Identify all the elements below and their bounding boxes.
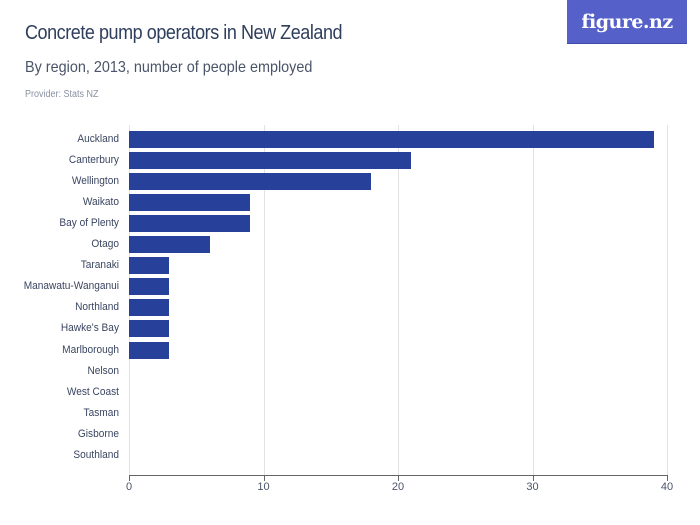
category-label: Taranaki	[80, 259, 119, 272]
axis-tick-label: 40	[660, 481, 674, 493]
x-axis-line	[129, 475, 668, 476]
category-label: Marlborough	[62, 343, 119, 356]
category-label: Bay of Plenty	[59, 217, 119, 230]
bar[interactable]	[129, 173, 372, 191]
gridline	[667, 125, 668, 475]
axis-tick-label: 30	[526, 481, 539, 493]
bar[interactable]	[129, 194, 251, 212]
bar[interactable]	[129, 236, 210, 254]
category-label: Southland	[73, 448, 119, 461]
bar[interactable]	[129, 152, 412, 170]
category-label: Tasman	[83, 406, 119, 419]
bar[interactable]	[129, 215, 251, 233]
axis-tick-label: 0	[125, 481, 133, 493]
category-label: Manawatu-Wanganui	[23, 280, 120, 293]
bar[interactable]	[129, 131, 654, 148]
category-label: Gisborne	[77, 427, 119, 440]
axis-tick	[398, 475, 399, 481]
bar[interactable]	[129, 257, 170, 275]
category-label: Canterbury	[68, 154, 119, 167]
category-label: Northland	[75, 301, 119, 314]
category-label: Hawke's Bay	[60, 322, 119, 335]
bar[interactable]	[129, 278, 170, 296]
bar[interactable]	[129, 299, 170, 317]
bar[interactable]	[129, 320, 170, 338]
category-label: Waikato	[82, 196, 119, 209]
category-label: Wellington	[71, 175, 119, 188]
gridline	[263, 125, 265, 475]
category-label: Nelson	[87, 364, 119, 377]
axis-tick	[532, 475, 534, 481]
gridline	[398, 125, 399, 475]
axis-tick-label: 20	[391, 481, 405, 493]
category-label: Otago	[91, 238, 119, 251]
chart-subtitle: By region, 2013, number of people employ…	[25, 59, 313, 76]
axis-tick	[129, 475, 130, 481]
gridline	[532, 125, 534, 475]
logo-text: figure.nz	[581, 10, 673, 33]
axis-tick	[667, 475, 668, 481]
axis-tick	[263, 475, 265, 481]
provider-note: Provider: Stats NZ	[25, 89, 99, 100]
chart-title: Concrete pump operators in New Zealand	[25, 22, 343, 44]
category-label: Auckland	[77, 133, 119, 145]
figure-nz-logo[interactable]: figure.nz	[567, 0, 687, 44]
axis-tick-label: 10	[257, 481, 270, 493]
bar[interactable]	[129, 341, 170, 359]
category-label: West Coast	[66, 385, 119, 398]
